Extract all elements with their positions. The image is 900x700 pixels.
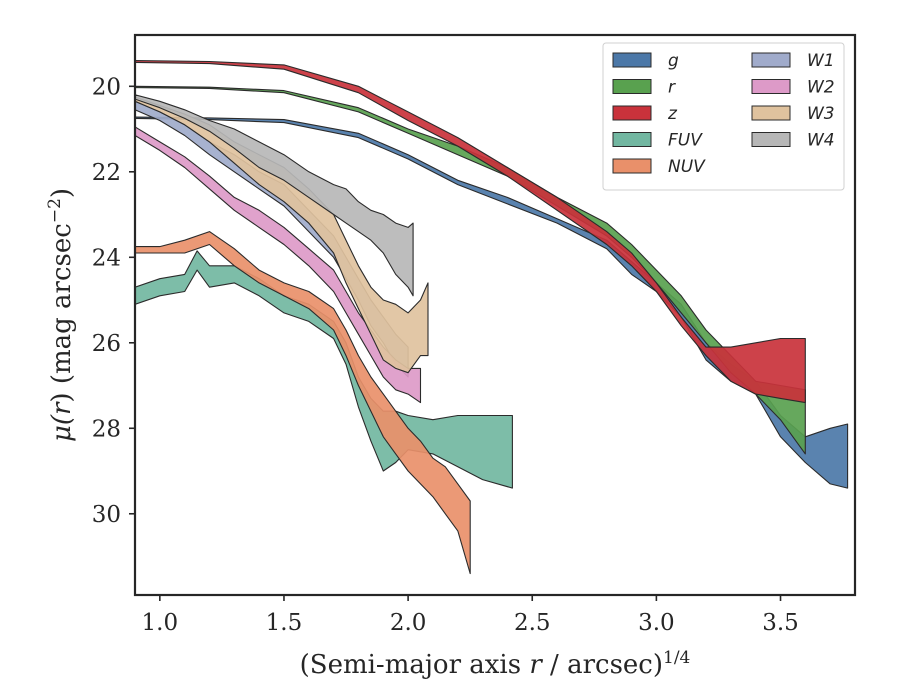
legend-swatch-w4 [751,132,791,147]
y-tick-label: 20 [92,74,121,100]
y-tick-label: 22 [92,160,121,186]
legend-swatch-w2 [751,79,791,94]
x-tick-label: 3.0 [638,610,675,636]
legend-label-w1: W1 [807,51,835,71]
legend-label-w3: W3 [807,104,835,124]
legend-label-r: r [668,78,676,98]
legend-label-g: g [668,51,679,71]
legend-swatch-z [612,105,652,121]
legend-label-nuv: NUV [668,157,706,177]
y-axis-label: μ(r) (mag arcsec−2) [45,188,77,442]
legend-swatch-w3 [751,105,791,121]
x-axis-label: (Semi-major axis r / arcsec)1/4 [300,648,691,680]
band-w4 [135,94,414,297]
legend-label-w2: W2 [807,78,835,98]
legend-swatch-nuv [612,158,652,174]
y-tick-label: 24 [92,245,121,271]
band-nuv [135,231,471,575]
legend-swatch-g [612,52,652,68]
legend-swatch-fuv [612,132,652,147]
legend-label-z: z [667,104,678,124]
x-tick-label: 3.5 [762,610,799,636]
y-tick-label: 28 [92,416,121,442]
legend: grz FUV NUV W1 W2 W3 W4 [602,42,845,191]
x-tick-label: 1.0 [142,610,179,636]
legend-label-fuv: FUV [668,131,703,151]
legend-swatch-r [612,79,652,94]
band-w2 [135,126,422,404]
profile-bands [135,60,849,575]
x-tick-label: 1.5 [266,610,303,636]
x-tick-label: 2.5 [514,610,551,636]
band-z [135,60,806,404]
y-tick-label: 30 [92,502,121,528]
legend-label-w4: W4 [807,131,835,151]
x-tick-label: 2.0 [390,610,427,636]
x-axis: 1.0 1.5 2.0 2.5 3.0 3.5 [142,595,799,636]
band-g [135,116,849,489]
band-fuv [135,250,513,489]
legend-swatch-w1 [751,52,791,68]
plot-frame [133,33,857,597]
y-axis: 20 22 24 26 28 30 [92,74,135,528]
y-tick-label: 26 [92,331,121,357]
